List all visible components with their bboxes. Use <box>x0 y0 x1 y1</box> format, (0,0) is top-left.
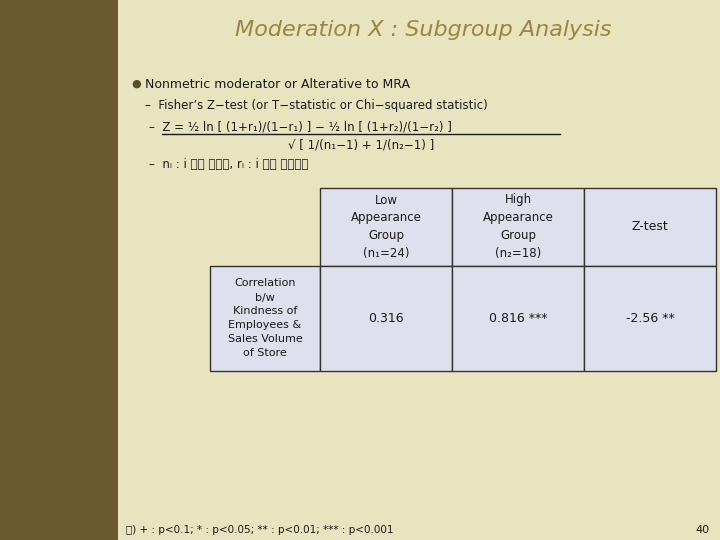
Text: 40: 40 <box>696 525 710 535</box>
Bar <box>210 266 320 371</box>
Text: Moderation X : Subgroup Analysis: Moderation X : Subgroup Analysis <box>235 20 611 40</box>
Text: Z-test: Z-test <box>631 220 668 233</box>
Text: High
Appearance
Group
(n₂=18): High Appearance Group (n₂=18) <box>482 193 554 260</box>
Bar <box>584 188 716 266</box>
Text: –  Fisher’s Z−test (or T−statistic or Chi−squared statistic): – Fisher’s Z−test (or T−statistic or Chi… <box>145 98 487 111</box>
Bar <box>584 266 716 371</box>
Bar <box>0 0 118 540</box>
Text: 0.316: 0.316 <box>368 312 404 325</box>
Text: -2.56 **: -2.56 ** <box>626 312 675 325</box>
Text: Correlation
b/w
Kindness of
Employees &
Sales Volume
of Store: Correlation b/w Kindness of Employees & … <box>228 279 302 359</box>
Bar <box>452 266 584 371</box>
Bar <box>320 266 452 371</box>
Text: ●: ● <box>131 79 140 89</box>
Text: –  nᵢ : i 그룹 표본수, rᵢ : i 그룹 상관계수: – nᵢ : i 그룹 표본수, rᵢ : i 그룹 상관계수 <box>149 159 308 172</box>
Bar <box>320 188 452 266</box>
Bar <box>452 188 584 266</box>
Text: 0.816 ***: 0.816 *** <box>489 312 547 325</box>
Text: Nonmetric moderator or Alterative to MRA: Nonmetric moderator or Alterative to MRA <box>145 78 410 91</box>
Text: Low
Appearance
Group
(n₁=24): Low Appearance Group (n₁=24) <box>351 193 421 260</box>
Text: √ [ 1/(n₁−1) + 1/(n₂−1) ]: √ [ 1/(n₁−1) + 1/(n₂−1) ] <box>288 138 434 152</box>
Text: –  Z = ½ ln [ (1+r₁)/(1−r₁) ] − ½ ln [ (1+r₂)/(1−r₂) ]: – Z = ½ ln [ (1+r₁)/(1−r₁) ] − ½ ln [ (1… <box>149 120 452 133</box>
Text: 주) + : p<0.1; * : p<0.05; ** : p<0.01; *** : p<0.001: 주) + : p<0.1; * : p<0.05; ** : p<0.01; *… <box>126 525 394 535</box>
